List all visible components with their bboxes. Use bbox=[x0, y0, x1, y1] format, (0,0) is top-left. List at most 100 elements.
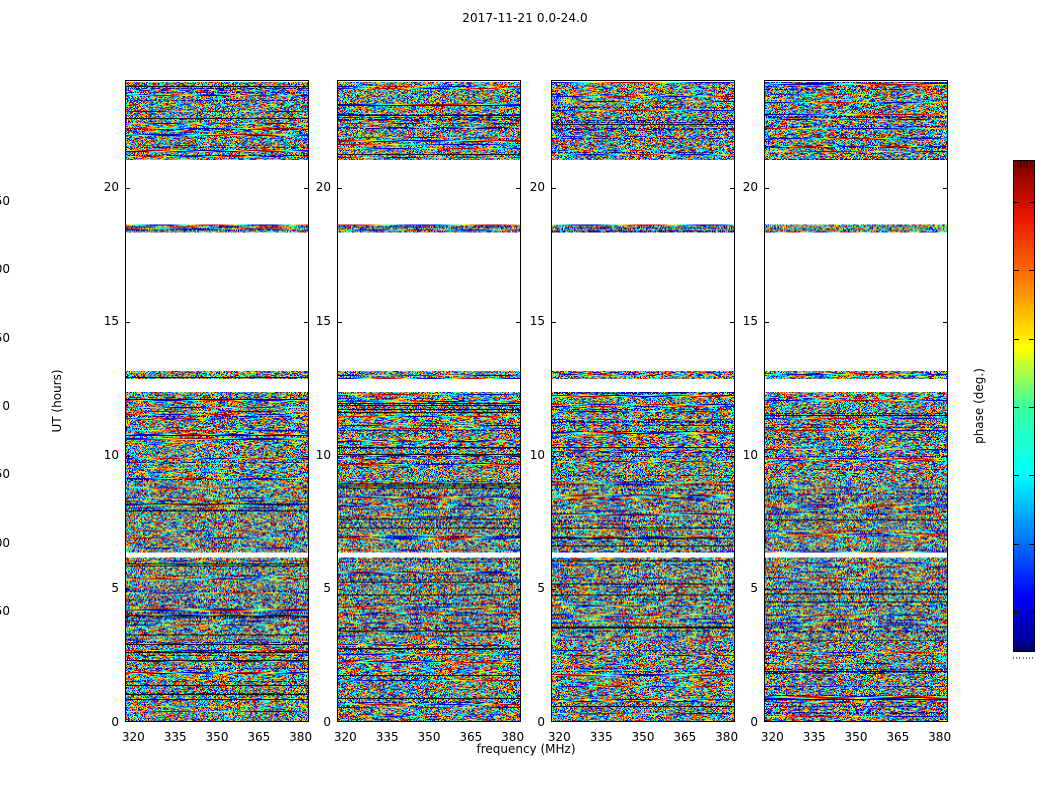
y-tick-label-5: 5 bbox=[537, 581, 545, 596]
y-tick-label-0: 0 bbox=[750, 715, 758, 729]
x-tick-365 bbox=[899, 721, 900, 722]
y-tick-label-5: 5 bbox=[111, 581, 119, 596]
y-tick-label-20: 20 bbox=[103, 180, 119, 194]
y-tick-10 bbox=[126, 455, 130, 457]
y-tick-label-10: 10 bbox=[529, 447, 545, 462]
y-tick-20 bbox=[765, 188, 769, 189]
y-tick-label-15: 15 bbox=[103, 313, 119, 328]
figure-title: 2017-11-21 0.0-24.0 bbox=[462, 11, 588, 25]
y-tick-right-10 bbox=[516, 455, 520, 457]
x-tick-380 bbox=[514, 721, 515, 722]
colorbar-tick-150 bbox=[1014, 202, 1019, 203]
colorbar-tick-label--100: −100 bbox=[0, 535, 10, 550]
x-tick-320 bbox=[346, 721, 347, 722]
x-tick-label-350: 350 bbox=[631, 730, 655, 744]
x-tick-335 bbox=[176, 721, 177, 722]
y-tick-right-15 bbox=[730, 321, 734, 323]
y-tick-right-10 bbox=[943, 455, 947, 457]
y-tick-right-15 bbox=[304, 321, 308, 323]
colorbar-tick-label--50: −50 bbox=[0, 467, 10, 482]
colorbar-tick-right-150 bbox=[1029, 202, 1034, 203]
y-tick-right-5 bbox=[516, 589, 520, 591]
y-tick-label-20: 20 bbox=[529, 180, 545, 194]
x-tick-365 bbox=[260, 721, 261, 722]
y-tick-right-20 bbox=[730, 188, 734, 189]
plot-panel-xx[interactable]: XX, V5*V6=EA08*EA09 bbox=[125, 80, 309, 722]
y-tick-label-0: 0 bbox=[111, 715, 119, 729]
y-tick-10 bbox=[552, 455, 556, 457]
x-tick-350 bbox=[644, 721, 645, 722]
phase-waterfall-image-yy bbox=[338, 81, 520, 721]
x-tick-335 bbox=[815, 721, 816, 722]
y-tick-5 bbox=[765, 589, 769, 591]
y-tick-label-0: 0 bbox=[537, 715, 545, 729]
y-tick-right-10 bbox=[730, 455, 734, 457]
colorbar-tick-label--150: −150 bbox=[0, 604, 10, 618]
colorbar-tick-label-150: 150 bbox=[0, 194, 10, 208]
colorbar-tick-right-50 bbox=[1029, 338, 1034, 340]
x-tick-380 bbox=[728, 721, 729, 722]
colorbar-tick-100 bbox=[1014, 270, 1019, 272]
plot-panel-xy[interactable]: XY, V5*V6=EA08*EA09 bbox=[551, 80, 735, 722]
y-tick-label-0: 0 bbox=[323, 715, 331, 729]
y-tick-label-5: 5 bbox=[750, 581, 758, 596]
colorbar-tick-0 bbox=[1014, 407, 1019, 408]
y-tick-label-15: 15 bbox=[742, 313, 758, 328]
colorbar-tick-50 bbox=[1014, 338, 1019, 340]
x-tick-350 bbox=[857, 721, 858, 722]
x-tick-320 bbox=[134, 721, 135, 722]
y-tick-right-20 bbox=[304, 188, 308, 189]
x-tick-label-320: 320 bbox=[547, 730, 571, 744]
x-tick-350 bbox=[218, 721, 219, 722]
x-tick-label-380: 380 bbox=[289, 730, 313, 744]
x-tick-label-335: 335 bbox=[589, 730, 613, 744]
plot-panel-yy[interactable]: YY, V5*V6=EA08*EA09 bbox=[337, 80, 521, 722]
y-tick-right-15 bbox=[516, 321, 520, 323]
y-tick-right-20 bbox=[516, 188, 520, 189]
x-tick-365 bbox=[686, 721, 687, 722]
x-tick-320 bbox=[773, 721, 774, 722]
colorbar-tick-right-100 bbox=[1029, 270, 1034, 272]
colorbar-tick-right--150 bbox=[1029, 612, 1034, 613]
x-tick-label-320: 320 bbox=[121, 730, 145, 744]
x-tick-350 bbox=[430, 721, 431, 722]
y-tick-15 bbox=[765, 321, 769, 323]
y-tick-20 bbox=[552, 188, 556, 189]
x-tick-335 bbox=[388, 721, 389, 722]
phase-waterfall-image-xy bbox=[552, 81, 734, 721]
x-axis-label: frequency (MHz) bbox=[476, 742, 576, 756]
x-tick-365 bbox=[472, 721, 473, 722]
x-tick-label-350: 350 bbox=[417, 730, 441, 744]
colorbar-tick--50 bbox=[1014, 475, 1019, 477]
x-tick-label-365: 365 bbox=[247, 730, 271, 744]
y-tick-10 bbox=[338, 455, 342, 457]
x-tick-label-365: 365 bbox=[459, 730, 483, 744]
y-tick-label-10: 10 bbox=[742, 447, 758, 462]
colorbar-underline-dots bbox=[1013, 657, 1035, 659]
x-tick-label-335: 335 bbox=[375, 730, 399, 744]
x-tick-335 bbox=[602, 721, 603, 722]
plot-panel-yx[interactable]: YX, V5*V6=EA08*EA09 bbox=[764, 80, 948, 722]
y-tick-20 bbox=[126, 188, 130, 189]
y-tick-label-5: 5 bbox=[323, 581, 331, 596]
y-tick-label-10: 10 bbox=[315, 447, 331, 462]
colorbar-tick--100 bbox=[1014, 543, 1019, 545]
x-tick-label-320: 320 bbox=[760, 730, 784, 744]
y-tick-right-10 bbox=[304, 455, 308, 457]
x-tick-label-365: 365 bbox=[673, 730, 697, 744]
colorbar-label: phase (deg.) bbox=[972, 368, 986, 444]
y-tick-20 bbox=[338, 188, 342, 189]
x-tick-label-335: 335 bbox=[163, 730, 187, 744]
colorbar-tick-right--100 bbox=[1029, 543, 1034, 545]
y-tick-15 bbox=[126, 321, 130, 323]
x-tick-label-350: 350 bbox=[844, 730, 868, 744]
colorbar-tick-right--50 bbox=[1029, 475, 1034, 477]
phase-waterfall-image-yx bbox=[765, 81, 947, 721]
x-tick-label-335: 335 bbox=[802, 730, 826, 744]
y-tick-15 bbox=[552, 321, 556, 323]
colorbar-tick-label-0: 0 bbox=[2, 399, 10, 413]
y-tick-label-20: 20 bbox=[315, 180, 331, 194]
y-tick-10 bbox=[765, 455, 769, 457]
x-tick-380 bbox=[941, 721, 942, 722]
